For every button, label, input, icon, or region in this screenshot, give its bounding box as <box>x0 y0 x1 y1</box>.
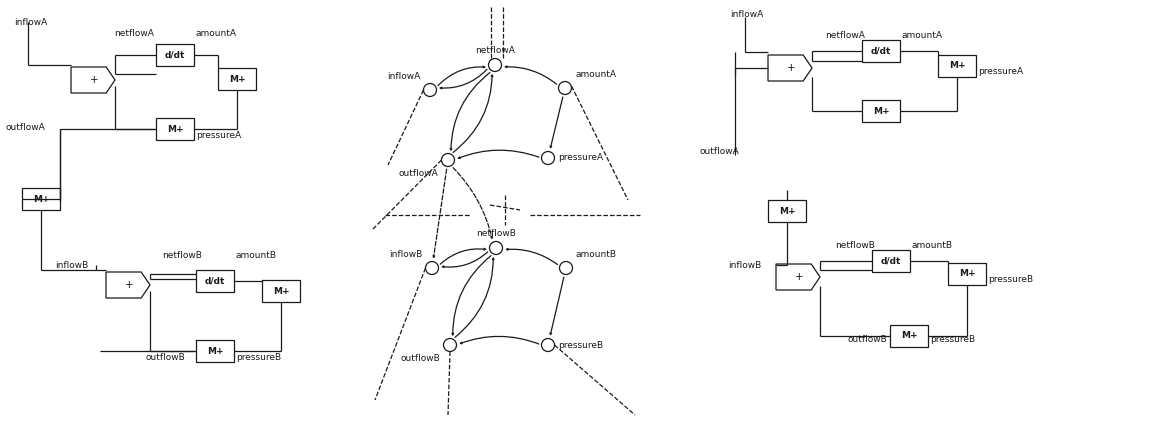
Text: +: + <box>124 280 134 290</box>
Text: netflowB: netflowB <box>476 229 516 238</box>
Circle shape <box>560 261 573 275</box>
Circle shape <box>488 58 501 71</box>
Bar <box>156 44 194 66</box>
Text: outflowB: outflowB <box>848 335 888 343</box>
Circle shape <box>424 83 437 96</box>
Text: inflowA: inflowA <box>730 10 764 19</box>
Bar <box>262 280 300 302</box>
Text: M+: M+ <box>779 206 795 215</box>
Text: M+: M+ <box>206 346 223 355</box>
Circle shape <box>490 242 502 255</box>
Text: netflowB: netflowB <box>162 251 202 260</box>
Text: pressureB: pressureB <box>988 275 1033 283</box>
Text: amountA: amountA <box>902 31 943 40</box>
Text: M+: M+ <box>901 332 917 341</box>
Circle shape <box>444 338 456 352</box>
Circle shape <box>425 261 439 275</box>
Bar <box>862 40 900 62</box>
Text: pressureA: pressureA <box>558 154 604 162</box>
Text: +: + <box>90 75 98 85</box>
Text: pressureB: pressureB <box>236 352 281 362</box>
Text: amountA: amountA <box>196 29 237 38</box>
Text: M+: M+ <box>958 269 976 278</box>
Text: inflowA: inflowA <box>14 18 47 27</box>
Polygon shape <box>776 264 820 290</box>
Bar <box>196 270 234 292</box>
Circle shape <box>441 154 455 167</box>
Text: pressureB: pressureB <box>558 341 604 349</box>
Text: d/dt: d/dt <box>881 256 901 266</box>
Text: amountB: amountB <box>576 250 617 259</box>
Text: outflowA: outflowA <box>700 148 740 157</box>
Text: +: + <box>795 272 803 282</box>
Text: pressureB: pressureB <box>930 335 975 343</box>
Text: amountA: amountA <box>575 70 616 79</box>
Text: d/dt: d/dt <box>871 47 892 55</box>
Text: outflowA: outflowA <box>5 124 45 132</box>
Circle shape <box>559 82 571 94</box>
Text: amountB: amountB <box>912 241 953 250</box>
Bar <box>22 188 60 210</box>
Bar <box>862 100 900 122</box>
Bar <box>768 200 806 222</box>
Text: M+: M+ <box>167 124 183 134</box>
Bar <box>196 340 234 362</box>
Text: outflowB: outflowB <box>145 352 184 362</box>
Bar <box>156 118 194 140</box>
Text: inflowB: inflowB <box>55 261 89 269</box>
Text: outflowB: outflowB <box>400 354 440 363</box>
Text: amountB: amountB <box>236 251 276 260</box>
Bar <box>218 68 256 90</box>
Circle shape <box>541 338 554 352</box>
Polygon shape <box>71 67 115 93</box>
Text: inflowB: inflowB <box>728 261 761 269</box>
Text: M+: M+ <box>273 286 289 296</box>
Bar <box>938 55 976 77</box>
Text: pressureA: pressureA <box>196 132 241 140</box>
Bar <box>890 325 929 347</box>
Text: M+: M+ <box>873 107 889 115</box>
Text: M+: M+ <box>949 61 965 71</box>
Text: d/dt: d/dt <box>165 50 185 60</box>
Text: +: + <box>787 63 795 73</box>
Text: netflowA: netflowA <box>475 46 515 55</box>
Text: M+: M+ <box>229 74 245 83</box>
Text: outflowA: outflowA <box>399 169 438 178</box>
Polygon shape <box>768 55 812 81</box>
Text: d/dt: d/dt <box>205 277 225 286</box>
Text: netflowA: netflowA <box>825 31 865 40</box>
Circle shape <box>541 151 554 165</box>
Text: inflowB: inflowB <box>388 250 422 259</box>
Text: M+: M+ <box>32 195 50 203</box>
Bar <box>872 250 910 272</box>
Polygon shape <box>106 272 150 298</box>
Text: pressureA: pressureA <box>978 68 1023 77</box>
Text: netflowA: netflowA <box>114 29 154 38</box>
Text: netflowB: netflowB <box>835 241 874 250</box>
Bar <box>948 263 986 285</box>
Text: inflowA: inflowA <box>387 72 420 81</box>
